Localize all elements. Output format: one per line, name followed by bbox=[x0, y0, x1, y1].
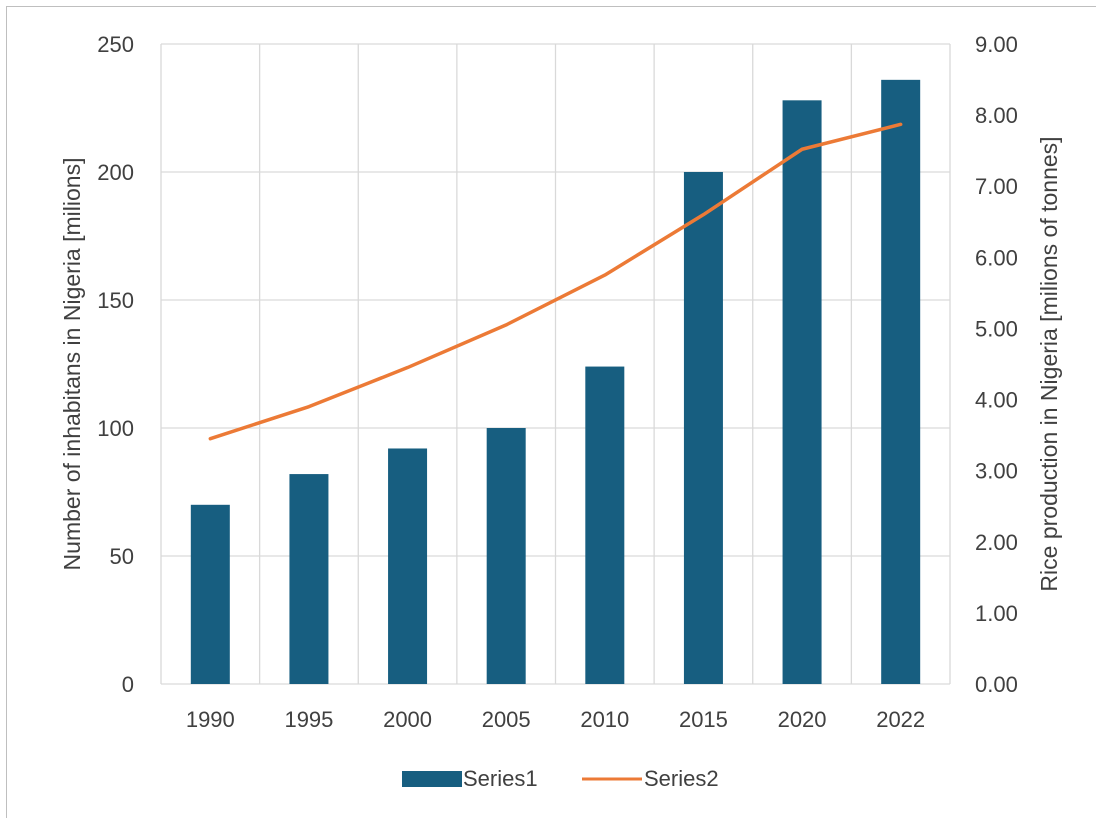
legend-series1-label: Series1 bbox=[463, 766, 538, 791]
bar-2020 bbox=[782, 100, 822, 684]
bars-series1 bbox=[190, 79, 921, 685]
right-tick-label: 6.00 bbox=[975, 245, 1018, 270]
x-tick-label: 2022 bbox=[876, 707, 925, 732]
x-tick-label: 2000 bbox=[383, 707, 432, 732]
left-tick-label: 50 bbox=[110, 544, 134, 569]
chart-frame bbox=[6, 6, 1096, 818]
right-axis-title: Rice production in Nigeria [milions of t… bbox=[1036, 136, 1062, 591]
right-tick-label: 9.00 bbox=[975, 32, 1018, 57]
x-tick-label: 1995 bbox=[284, 707, 333, 732]
right-tick-label: 2.00 bbox=[975, 530, 1018, 555]
right-tick-label: 3.00 bbox=[975, 459, 1018, 484]
legend-series2-label: Series2 bbox=[644, 766, 719, 791]
bar-2015 bbox=[683, 172, 723, 684]
x-tick-label: 2020 bbox=[778, 707, 827, 732]
right-tick-label: 7.00 bbox=[975, 174, 1018, 199]
legend-series1-swatch bbox=[402, 771, 462, 787]
x-axis-ticks: 1990 1995 2000 2005 2010 2015 2020 2022 bbox=[186, 707, 925, 732]
left-tick-label: 100 bbox=[97, 416, 134, 441]
bar-2010 bbox=[585, 366, 625, 684]
right-tick-label: 5.00 bbox=[975, 316, 1018, 341]
right-tick-label: 1.00 bbox=[975, 601, 1018, 626]
x-tick-label: 1990 bbox=[186, 707, 235, 732]
bar-1990 bbox=[190, 504, 230, 684]
bar-2005 bbox=[486, 428, 526, 684]
x-tick-label: 2015 bbox=[679, 707, 728, 732]
legend: Series1 Series2 bbox=[402, 766, 719, 791]
bar-2022 bbox=[881, 79, 921, 685]
left-tick-label: 200 bbox=[97, 160, 134, 185]
left-tick-label: 150 bbox=[97, 288, 134, 313]
right-tick-label: 8.00 bbox=[975, 103, 1018, 128]
bar-2000 bbox=[388, 448, 428, 684]
right-tick-label: 4.00 bbox=[975, 388, 1018, 413]
line-path-series2 bbox=[208, 122, 903, 441]
left-axis-ticks: 0 50 100 150 200 250 bbox=[97, 32, 134, 697]
x-tick-label: 2005 bbox=[482, 707, 531, 732]
right-axis-ticks: 0.00 1.00 2.00 3.00 4.00 5.00 6.00 7.00 8.00 9.00 bbox=[975, 32, 1018, 697]
left-axis-title: Number of inhabitans in Nigeria [milions… bbox=[59, 158, 85, 571]
left-tick-label: 250 bbox=[97, 32, 134, 57]
line-series2 bbox=[208, 122, 903, 441]
right-tick-label: 0.00 bbox=[975, 672, 1018, 697]
left-tick-label: 0 bbox=[122, 672, 134, 697]
bar-1995 bbox=[289, 474, 329, 684]
x-tick-label: 2010 bbox=[580, 707, 629, 732]
